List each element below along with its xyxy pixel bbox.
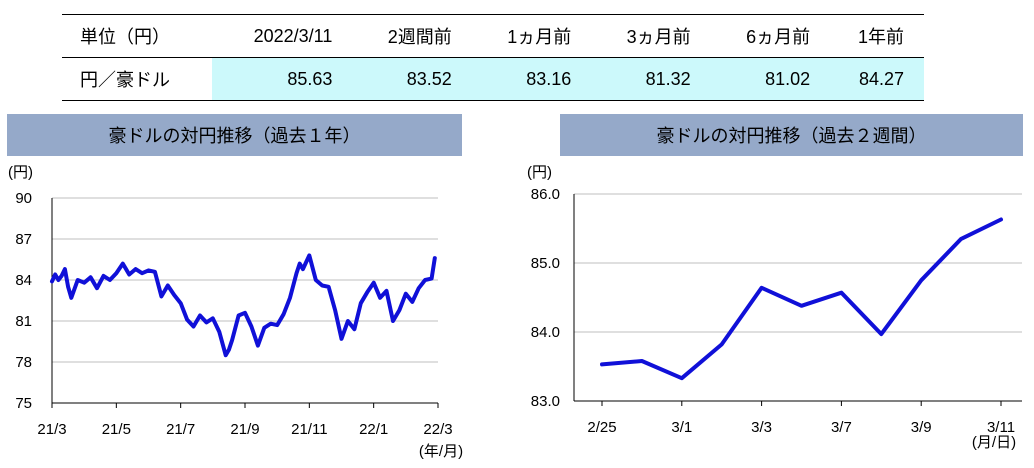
header-1month: 1ヵ月前 [471,14,592,58]
value-6months: 81.02 [710,57,831,101]
x-tick-label: 21/11 [291,421,327,438]
x-tick-label: 21/3 [37,421,66,438]
currency-pair-label: 円／豪ドル [62,57,212,101]
y-tick-label: 84 [15,272,32,289]
x-tick-label: 21/9 [230,421,259,438]
value-2weeks: 83.52 [352,57,472,101]
x-tick-label: 21/5 [102,421,131,438]
x-tick-label: 3/11 [987,419,1015,436]
value-1month: 83.16 [471,57,592,101]
header-current: 2022/3/11 [212,14,353,58]
x-axis-unit-label: (月/日) [972,434,1016,451]
value-3months: 81.32 [591,57,711,101]
unit-header: 単位（円） [62,14,212,58]
series-line-1year [50,253,437,358]
x-tick-label: 21/7 [166,421,195,438]
header-3months: 3ヵ月前 [591,14,711,58]
x-axis-unit-label: (年/月) [419,443,463,460]
chart-1year: 75 78 81 84 87 90 21/3 21/5 21/7 21/9 21/11 22/1 22/… [8,164,463,460]
y-tick-label: 85.0 [531,255,560,272]
x-tick-label: 3/1 [671,419,692,436]
y-tick-label: 75 [15,395,32,412]
y-axis-unit-label: (円) [8,164,33,181]
x-tick-label: 22/3 [423,421,452,438]
series-line-2weeks [600,217,1003,381]
y-tick-label: 81 [15,313,32,330]
y-axis-unit-label: (円) [527,164,552,181]
y-tick-label: 84.0 [531,324,560,341]
chart-1year-title: 豪ドルの対円推移（過去１年） [7,114,462,156]
header-2weeks: 2週間前 [352,14,472,58]
value-current: 85.63 [212,57,353,101]
x-tick-label: 3/3 [751,419,772,436]
x-tick-label: 22/1 [359,421,388,438]
y-tick-label: 87 [15,231,32,248]
rate-table: 単位（円） 2022/3/11 2週間前 1ヵ月前 3ヵ月前 6ヵ月前 1年前 … [62,14,924,101]
chart-2weeks: 83.0 84.0 85.0 86.0 2/25 3/1 3/3 3/7 3/9 3/11 (円) (… [527,164,1022,451]
header-6months: 6ヵ月前 [710,14,831,58]
y-tick-label: 78 [15,354,32,371]
x-tick-label: 3/9 [911,419,932,436]
rate-table-value-row: 円／豪ドル 85.63 83.52 83.16 81.32 81.02 84.2… [62,57,924,101]
rate-table-header-row: 単位（円） 2022/3/11 2週間前 1ヵ月前 3ヵ月前 6ヵ月前 1年前 [62,14,924,58]
header-1year: 1年前 [830,14,924,58]
y-tick-label: 86.0 [531,186,560,203]
value-1year: 84.27 [830,57,924,101]
y-tick-label: 83.0 [531,393,560,410]
x-tick-label: 2/25 [587,419,616,436]
chart-2weeks-title: 豪ドルの対円推移（過去２週間） [560,114,1023,156]
x-tick-label: 3/7 [831,419,852,436]
y-tick-label: 90 [15,190,32,207]
